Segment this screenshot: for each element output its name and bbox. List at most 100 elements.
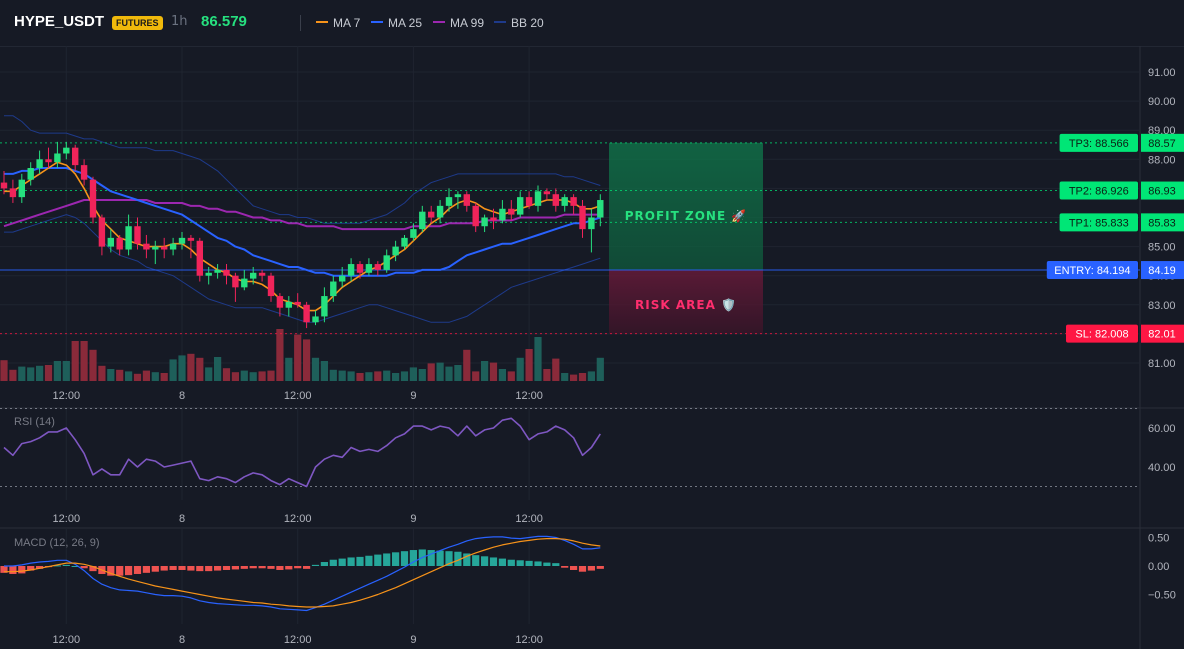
candle-body	[258, 272, 266, 276]
macd-histogram-bar	[125, 566, 133, 576]
legend-ma7[interactable]: MA 7	[316, 16, 360, 30]
candle-body	[525, 197, 533, 206]
axis-badge-entry	[1141, 261, 1184, 280]
legend-ma99[interactable]: MA 99	[433, 16, 484, 30]
volume-bar	[125, 371, 133, 381]
volume-bar	[80, 341, 88, 381]
macd-histogram-bar	[196, 566, 204, 572]
candle-body	[294, 301, 301, 305]
volume-bar	[133, 373, 142, 381]
candle-body	[347, 264, 355, 276]
macd-histogram-bar	[187, 566, 195, 571]
legend-ma99-label: MA 99	[450, 16, 485, 30]
macd-histogram-bar	[258, 566, 266, 569]
volume-bar	[516, 357, 524, 381]
macd-tick-label: 0.00	[1148, 561, 1169, 573]
volume-bar	[578, 373, 587, 381]
level-label: TP3: 88.566	[1069, 138, 1129, 150]
volume-bar	[160, 373, 168, 381]
candle-body	[36, 159, 43, 169]
macd-histogram-bar	[285, 566, 293, 570]
candle-body	[330, 281, 337, 297]
candle-body	[54, 153, 61, 163]
axis-badge-tp	[1141, 133, 1184, 152]
volume-bar	[89, 349, 97, 381]
volume-bar	[98, 365, 106, 381]
macd-histogram-bar	[222, 566, 231, 570]
ma99-swatch-icon	[433, 20, 445, 23]
volume-bar	[240, 370, 248, 381]
level-badge-tp	[1059, 181, 1138, 200]
volume-bar	[222, 368, 231, 381]
macd-histogram-bar	[516, 560, 524, 566]
risk-zone	[609, 270, 763, 334]
ma7-swatch-icon	[316, 20, 328, 23]
macd-line	[4, 535, 601, 612]
candle-body	[72, 147, 79, 166]
time-tick-label: 12:00	[284, 634, 312, 646]
volume-bar	[383, 370, 391, 381]
candle-body	[143, 243, 150, 250]
volume-bar	[205, 367, 213, 381]
macd-histogram-bar	[205, 566, 213, 572]
level-badge-tp	[1059, 133, 1138, 152]
candle-body	[463, 194, 470, 206]
candle-body	[232, 275, 239, 288]
legend-ma25[interactable]: MA 25	[371, 16, 422, 30]
macd-histogram-bar	[436, 550, 444, 566]
volume-bar	[231, 372, 239, 381]
candle-body	[89, 179, 97, 218]
candle-body	[508, 208, 515, 215]
time-tick-label: 12:00	[515, 634, 543, 646]
macd-histogram-bar	[267, 566, 275, 569]
macd-histogram-bar	[481, 556, 489, 566]
candle-body	[0, 182, 8, 189]
candle-body	[472, 205, 479, 227]
candle-body	[588, 217, 595, 230]
volume-bar	[347, 371, 355, 381]
time-tick-label: 8	[179, 390, 185, 402]
macd-histogram-bar	[596, 566, 604, 569]
level-badge-entry	[1046, 261, 1138, 280]
price-tick-label: 81.00	[1148, 358, 1176, 370]
volume-bar	[294, 334, 302, 381]
candle-body	[276, 296, 284, 308]
candle-body	[552, 194, 559, 206]
volume-bar	[356, 373, 364, 381]
volume-bar	[445, 366, 453, 381]
time-tick-label: 12:00	[53, 634, 81, 646]
candle-body	[436, 205, 444, 218]
macd-histogram-bar	[18, 566, 26, 574]
macd-histogram-bar	[9, 566, 17, 574]
volume-bar	[436, 362, 444, 381]
candle-body	[9, 188, 17, 198]
volume-bar	[249, 372, 257, 381]
volume-bar	[409, 367, 417, 381]
symbol-name[interactable]: HYPE_USDT	[14, 13, 105, 30]
level-label: SL: 82.008	[1075, 329, 1128, 341]
legend-bb20-label: BB 20	[511, 16, 544, 30]
macd-histogram-bar	[383, 553, 391, 566]
chart-header: HYPE_USDT FUTURES 1h 86.579 MA 7 MA 25 M…	[0, 0, 1184, 47]
volume-bar	[169, 359, 177, 381]
price-tick-label: 83.00	[1148, 300, 1176, 312]
volume-bar	[498, 369, 506, 381]
candle-body	[365, 264, 373, 273]
price-tick-label: 85.00	[1148, 242, 1176, 254]
volume-bar	[9, 369, 17, 381]
interval-selector[interactable]: 1h	[171, 14, 188, 29]
legend-bb20[interactable]: BB 20	[494, 16, 544, 30]
level-badge-tp	[1059, 213, 1138, 232]
volume-bar	[481, 361, 489, 381]
macd-histogram-bar	[303, 566, 311, 569]
macd-histogram-bar	[454, 551, 462, 566]
volume-bar	[285, 357, 293, 381]
macd-histogram-bar	[570, 566, 578, 570]
candle-body	[303, 304, 310, 323]
rsi-line	[3, 417, 601, 488]
candle-body	[499, 208, 506, 221]
price-tick-label: 91.00	[1148, 67, 1176, 79]
ma25-line	[4, 167, 601, 277]
volume-bar	[62, 361, 70, 381]
